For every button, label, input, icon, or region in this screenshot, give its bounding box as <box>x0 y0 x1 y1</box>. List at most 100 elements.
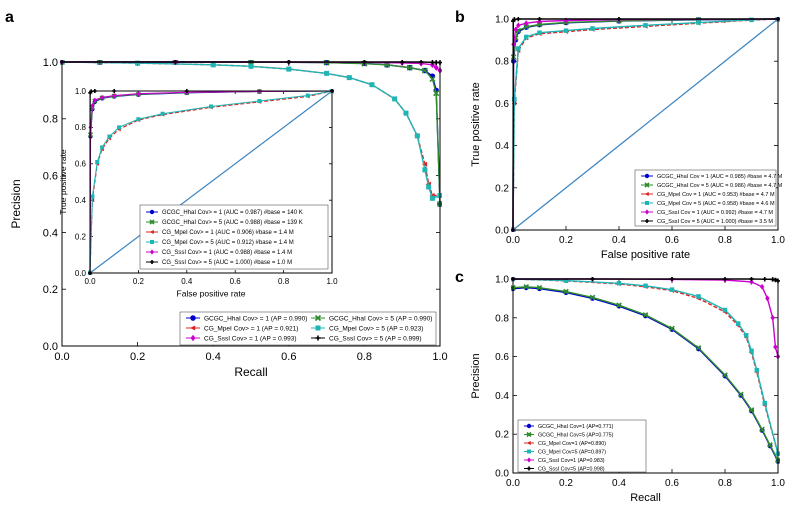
c-series-4-point <box>770 314 775 321</box>
c-series-1-point <box>695 345 702 351</box>
b-series-3-point <box>696 20 701 25</box>
c-legend-label-2: CG_MpeI Cov=1 (AP=0.890) <box>538 441 606 447</box>
c-y-tick-label: 0.2 <box>495 430 509 441</box>
c-legend-label-4: CG_SssI Cov=1 (AP=0.983) <box>538 458 605 464</box>
c-y-tick-label: 0.4 <box>495 391 509 402</box>
c-x-tick-label: 0.2 <box>559 478 573 489</box>
a-inset-series-3-point <box>107 134 112 139</box>
c-y-axis-label: Precision <box>470 353 482 398</box>
a-legend-marker-5 <box>315 335 321 341</box>
c-series-3-point <box>616 281 622 286</box>
b-x-tick-label: 1.0 <box>771 235 785 246</box>
panel-letter-b: b <box>455 9 465 26</box>
a-inset-x-tick-label: 0.6 <box>230 277 242 286</box>
b-x-tick-label: 0.8 <box>718 235 732 246</box>
c-series-3-point <box>563 278 569 283</box>
a-inset-legend-label-1: GCGC_HhaI Cov> = 5 (AUC = 0.988) #base =… <box>162 220 303 226</box>
b-series-3-point <box>537 30 542 35</box>
a-y-tick-label: 0.2 <box>43 284 58 296</box>
a-x-axis-label: Recall <box>234 365 267 379</box>
b-series-3-point <box>512 96 517 102</box>
a-series-3-point <box>392 96 398 102</box>
b-y-tick-label: 1.0 <box>495 15 509 26</box>
b-series-4-point <box>516 22 521 29</box>
c-series-1-point <box>523 283 530 290</box>
b-legend-marker-4 <box>645 209 649 215</box>
c-series-3-point <box>754 367 760 373</box>
a-series-3-point <box>422 167 428 173</box>
c-legend-marker-4 <box>527 457 531 463</box>
a-legend-marker-4 <box>190 334 196 342</box>
a-inset-legend-marker-2 <box>149 230 154 234</box>
a-x-tick-label: 0.6 <box>281 351 296 363</box>
a-inset-x-tick-label: 0.0 <box>84 277 96 286</box>
b-y-tick-label: 0.0 <box>495 226 509 237</box>
c-legend-label-3: CG_MpeI Cov=5 (AP=0.897) <box>538 449 606 455</box>
a-series-4-point <box>433 64 439 71</box>
a-series-1-point <box>406 64 413 71</box>
a-inset-x-tick-label: 0.4 <box>181 277 193 286</box>
a-inset-x-tick-label: 1.0 <box>326 277 338 286</box>
b-series-3-point <box>590 26 595 31</box>
c-series-1-point <box>589 294 596 301</box>
a-inset-series-4-point <box>112 92 117 99</box>
a-inset-series-3-point <box>90 194 95 199</box>
a-y-axis-label: Precision <box>9 179 23 228</box>
b-x-tick-label: 0.0 <box>506 235 520 246</box>
a-inset-series-4-point <box>100 94 105 100</box>
a-series-3-point <box>346 75 352 81</box>
a-legend-label-4: CG_SssI Cov> = 1 (AP = 0.993) <box>204 335 297 342</box>
a-legend-label-3: CG_MpeI Cov> = 5 (AP = 0.923) <box>329 325 423 332</box>
c-series-1-point <box>669 325 675 332</box>
a-series-3-point <box>286 66 292 72</box>
a-inset-y-tick-label: 0.2 <box>75 232 87 241</box>
c-series-4-point <box>773 343 778 350</box>
c-series-1-point <box>722 372 728 378</box>
a-series-1-point <box>429 75 436 83</box>
c-series-3-point <box>696 294 701 299</box>
a-inset-legend-marker-3 <box>150 240 154 244</box>
b-series-3-point <box>643 23 648 28</box>
a-inset-series-4-point <box>90 102 95 109</box>
b-series-line-1 <box>512 18 779 231</box>
a-series-3-point <box>135 60 141 66</box>
a-series-1-point <box>433 90 440 97</box>
b-legend-marker-1 <box>644 182 650 188</box>
c-series-4-point <box>759 283 765 290</box>
b-series-1-point <box>536 21 543 28</box>
a-inset-legend-marker-4 <box>150 249 154 255</box>
b-diagonal-reference-line <box>512 18 779 231</box>
a-inset-legend-marker-0 <box>149 209 155 215</box>
b-y-tick-label: 0.2 <box>495 183 509 194</box>
a-series-2-point <box>421 161 428 167</box>
b-series-4-point <box>513 26 518 33</box>
a-inset-y-tick-label: 0.6 <box>75 160 87 169</box>
c-series-1-point <box>642 312 649 318</box>
c-series-3-point <box>743 333 749 338</box>
b-legend-marker-3 <box>645 201 649 205</box>
a-inset-x-axis-label: False positive rate <box>177 289 246 299</box>
a-x-tick-label: 0.2 <box>130 351 145 363</box>
c-legend-label-0: GCGC_HhaI Cov=1 (AP=0.771) <box>538 424 614 430</box>
c-legend-marker-3 <box>527 449 531 454</box>
b-legend-label-1: GCGC_HhaI Cov = 5 (AUC = 0.986) #base = … <box>657 183 783 189</box>
b-legend-label-0: GCGC_HhaI Cov = 1 (AUC = 0.985) #base = … <box>657 174 783 180</box>
a-x-tick-label: 1.0 <box>432 351 447 363</box>
c-legend-marker-1 <box>526 431 532 438</box>
a-x-tick-label: 0.4 <box>206 351 221 363</box>
c-series-3-point <box>762 400 767 406</box>
a-legend-label-1: GCGC_HhaI Cov> = 5 (AP = 0.990) <box>329 315 432 322</box>
b-series-3-point <box>749 17 754 23</box>
a-inset-x-tick-label: 0.2 <box>133 277 145 286</box>
c-plot-frame <box>512 278 779 474</box>
c-series-1-point <box>563 288 569 295</box>
b-y-tick-label: 0.4 <box>495 141 509 152</box>
b-legend-label-3: CG_MpeI Cov = 5 (AUC = 0.958) #base = 4.… <box>657 201 775 207</box>
c-y-tick-label: 0.0 <box>495 469 509 480</box>
b-x-tick-label: 0.6 <box>665 235 679 246</box>
a-inset-series-3-point <box>209 104 213 109</box>
b-series-3-point <box>524 34 529 40</box>
a-legend-label-2: CG_MpeI Cov> = 1 (AP = 0.921) <box>204 325 298 332</box>
panel-b: 0.0 0.2 0.4 0.6 0.8 1.0 0.0 0.2 0.4 0.6 0.8 1.0 Fals… <box>470 15 785 262</box>
